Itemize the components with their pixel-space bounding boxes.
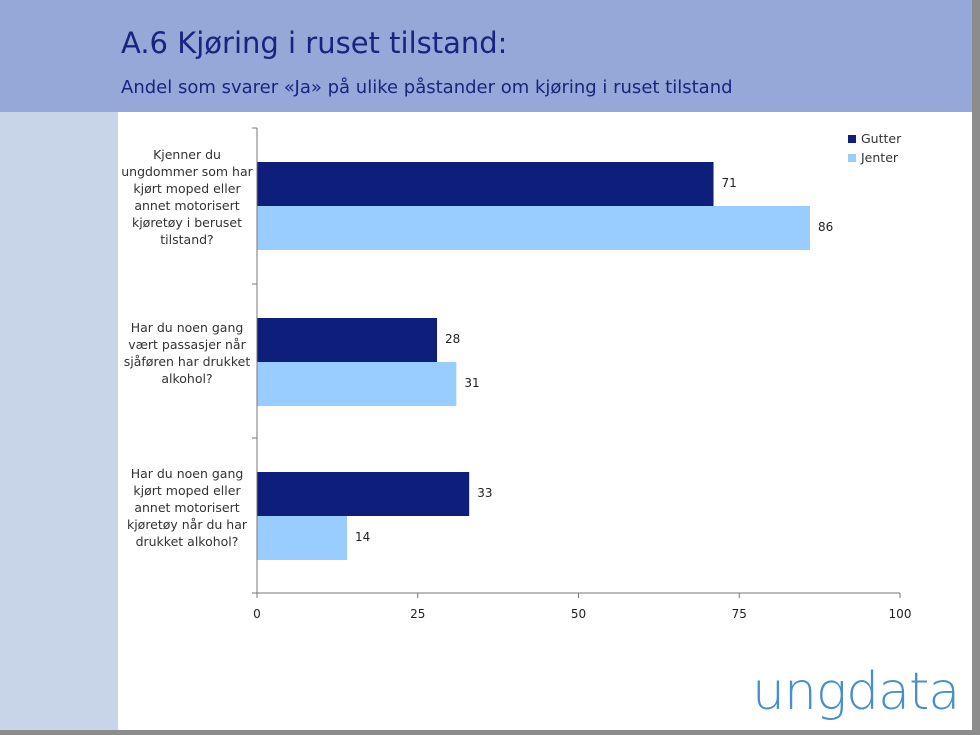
- x-tick-label: 0: [253, 607, 261, 621]
- data-label: 28: [445, 332, 461, 346]
- legend-swatch: [848, 153, 856, 162]
- page-subtitle: Andel som svarer «Ja» på ulike påstander…: [121, 77, 733, 98]
- data-label: 33: [477, 486, 493, 500]
- legend-swatch: [848, 134, 856, 143]
- bar-gutter: [257, 318, 438, 362]
- legend-item-gutter: Gutter: [848, 129, 901, 148]
- x-tick-label: 75: [731, 607, 747, 621]
- x-tick-label: 50: [570, 607, 587, 621]
- x-tick-label: 100: [888, 607, 912, 621]
- bar-gutter: [257, 162, 714, 206]
- data-label: 86: [817, 220, 834, 234]
- category-label: Har du noen gang kjørt moped eller annet…: [126, 466, 248, 549]
- bar-jenter: [257, 516, 348, 560]
- bar-gutter: [257, 472, 470, 516]
- legend: Gutter Jenter: [848, 129, 901, 167]
- bar-jenter: [257, 206, 810, 250]
- category-label: Har du noen gang vært passasjer når sjåf…: [123, 320, 251, 386]
- ungdata-logo: ungdata: [752, 662, 960, 722]
- category-label: Kjenner du ungdommer som har kjørt moped…: [121, 147, 253, 247]
- left-strip: [0, 112, 118, 730]
- legend-label: Jenter: [861, 150, 899, 165]
- page-title: A.6 Kjøring i ruset tilstand:: [121, 26, 508, 60]
- data-label: 14: [355, 530, 371, 544]
- x-tick-label: 25: [410, 607, 426, 621]
- data-label: 31: [464, 376, 480, 390]
- legend-item-jenter: Jenter: [848, 148, 901, 167]
- data-label: 71: [721, 176, 737, 190]
- legend-label: Gutter: [861, 131, 902, 146]
- bar-jenter: [257, 362, 457, 406]
- header-band: A.6 Kjøring i ruset tilstand: Andel som …: [0, 0, 972, 112]
